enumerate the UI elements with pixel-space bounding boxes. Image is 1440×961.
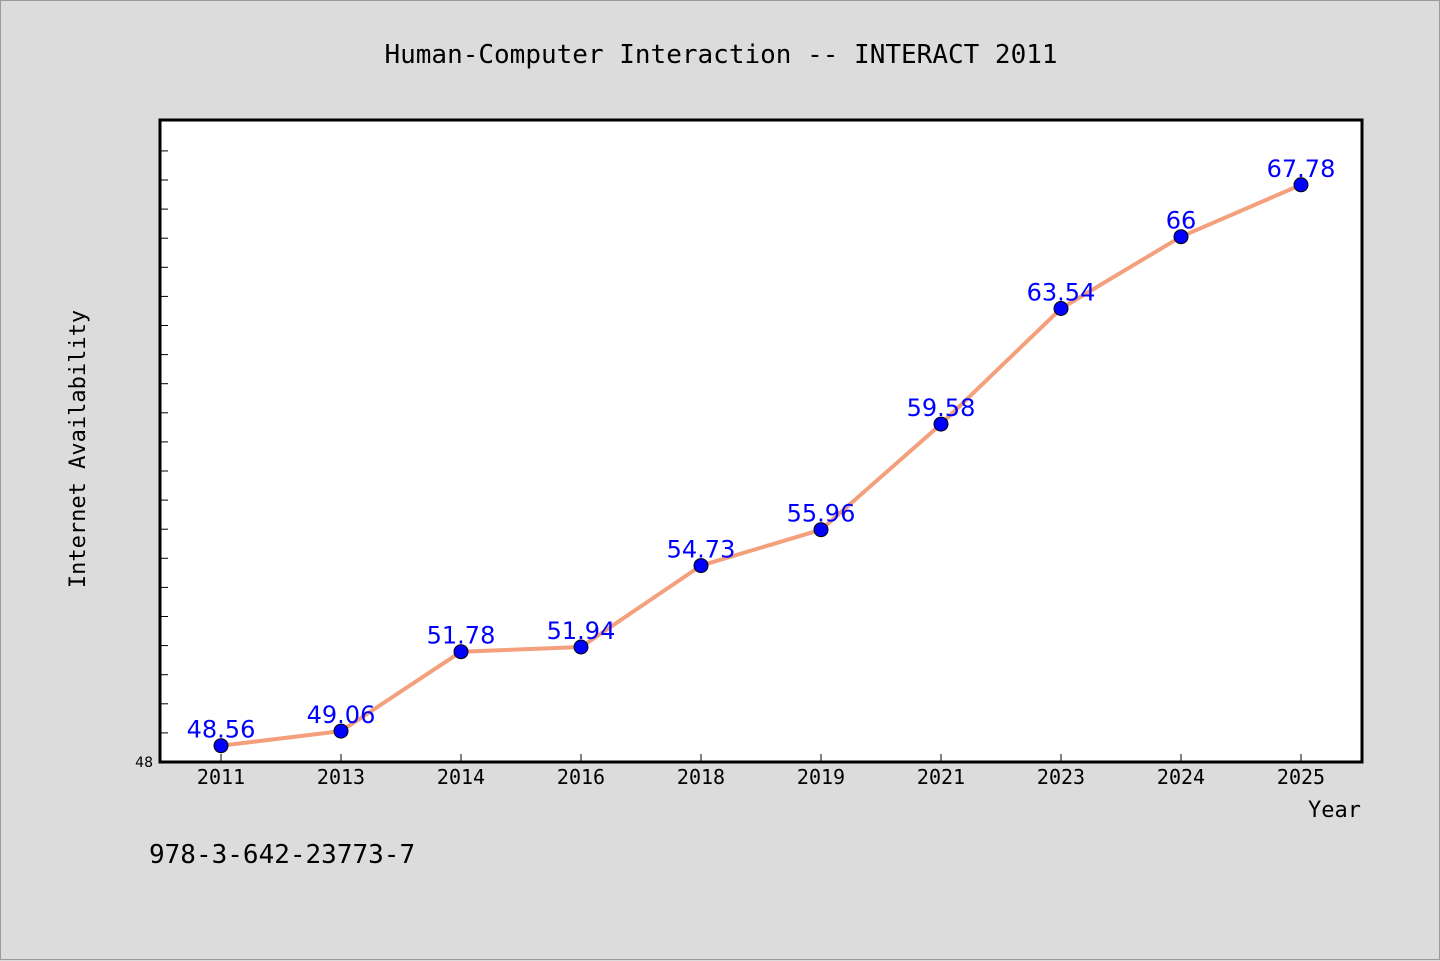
data-labels: 48.56 49.06 51.78 51.94 54.73 55.96 59.58 63.54…: [187, 155, 1336, 744]
data-label: 48.56: [187, 716, 256, 744]
y-axis-ticks: [160, 150, 168, 763]
x-tick-label: 2019: [797, 765, 845, 789]
x-tick-label: 2023: [1037, 765, 1085, 789]
x-axis-ticks: [220, 754, 1302, 762]
data-point: [1053, 301, 1069, 316]
x-tick-label: 2024: [1157, 765, 1205, 789]
x-tick-label: 2025: [1277, 765, 1325, 789]
data-label: 66: [1166, 207, 1197, 235]
data-label: 59.58: [907, 394, 976, 422]
series-line-group: [220, 182, 1302, 748]
data-point: [333, 723, 349, 739]
data-point: [693, 558, 709, 574]
x-tick-label: 2013: [317, 765, 365, 789]
x-tick-label: 2018: [677, 765, 725, 789]
data-point: [1293, 177, 1309, 193]
data-point: [933, 416, 949, 432]
x-axis-tick-labels: 2011 2013 2014 2016 2018 2019 2021 2023 2024 2025: [197, 765, 1325, 789]
data-label: 51.94: [547, 617, 616, 645]
x-tick-label: 2021: [917, 765, 965, 789]
data-label: 63.54: [1027, 279, 1096, 307]
data-point: [573, 639, 589, 655]
plot-area: [158, 118, 1364, 764]
x-axis-title: Year: [1308, 798, 1361, 823]
data-label: 67.78: [1267, 155, 1336, 183]
data-label: 51.78: [427, 622, 496, 650]
x-tick-label: 2011: [197, 765, 245, 789]
data-point: [453, 644, 469, 660]
data-point: [213, 738, 229, 754]
series-line: [220, 182, 1302, 748]
x-tick-label: 2016: [557, 765, 605, 789]
data-label: 49.06: [307, 701, 376, 729]
y-tick-label-min: 48: [135, 755, 153, 771]
data-point: [1173, 229, 1189, 245]
chart-title: Human-Computer Interaction -- INTERACT 2…: [384, 40, 1057, 70]
data-label: 55.96: [787, 500, 856, 528]
data-label: 54.73: [667, 536, 736, 564]
y-axis-title: Internet Availability: [66, 310, 91, 588]
series-markers: [213, 177, 1309, 754]
x-tick-label: 2014: [437, 765, 485, 789]
isbn-footer: 978-3-642-23773-7: [149, 840, 415, 870]
data-point: [813, 522, 829, 538]
